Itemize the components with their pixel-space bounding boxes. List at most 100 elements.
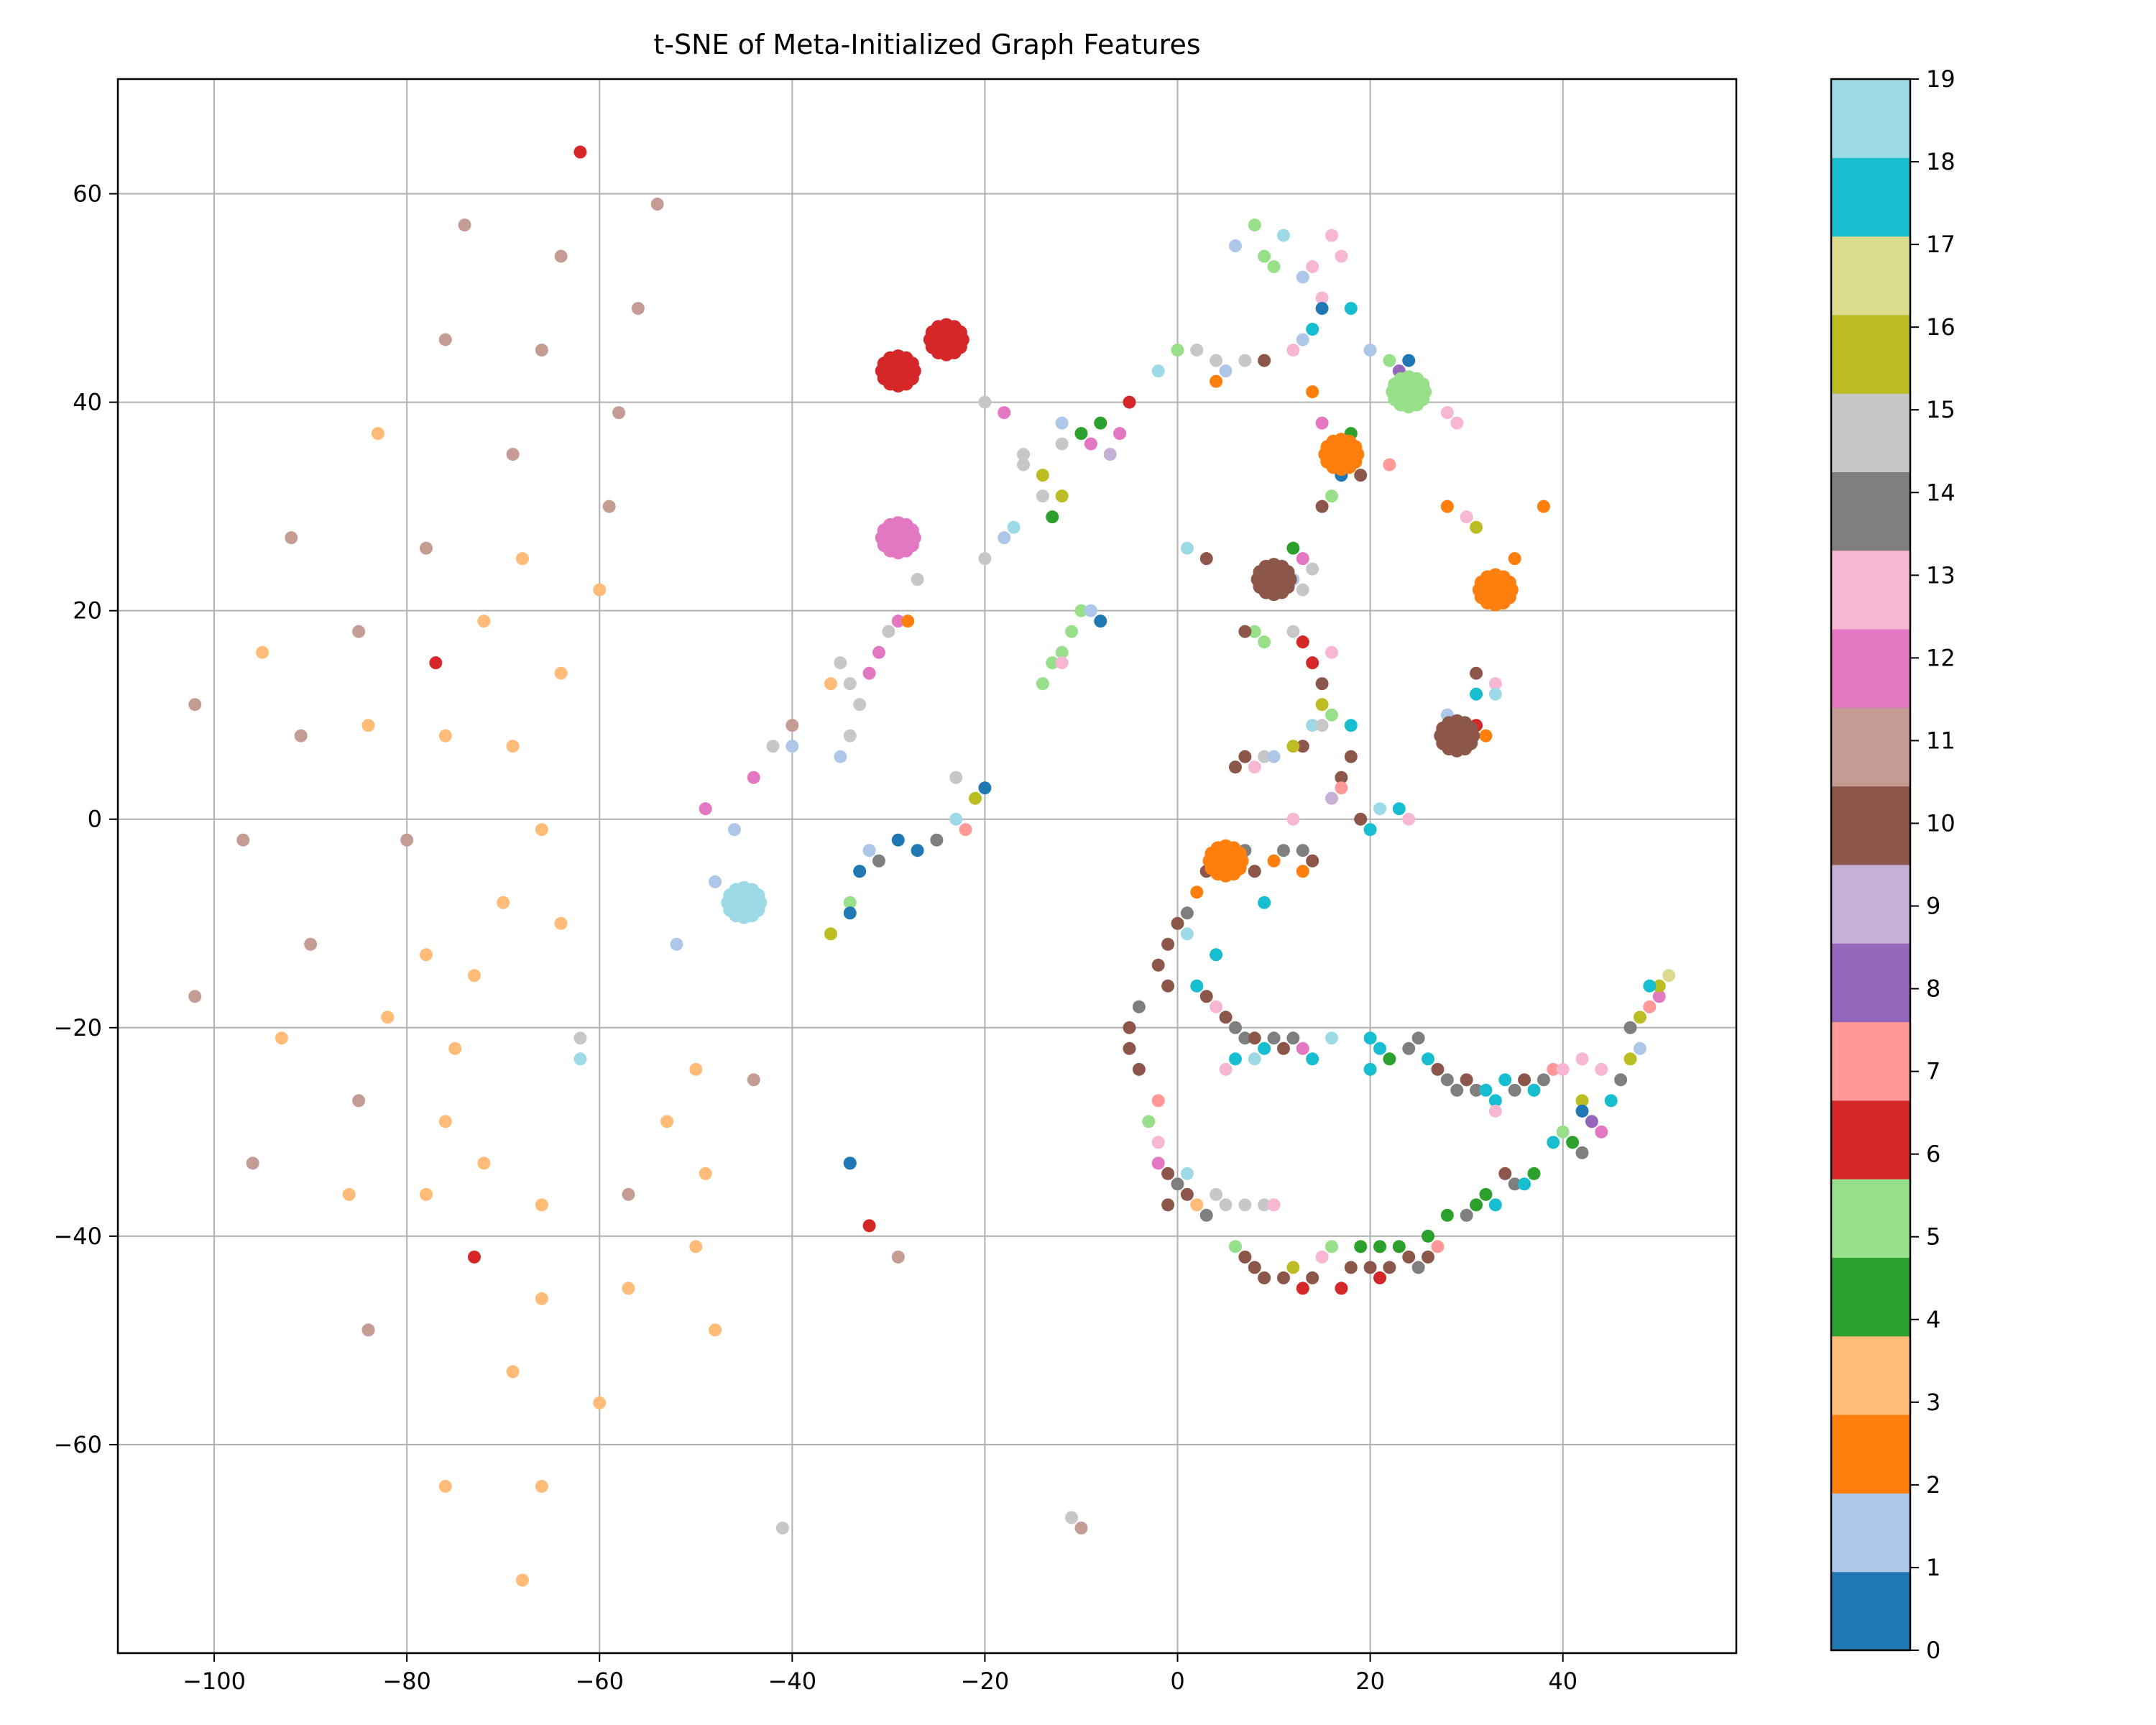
data-point [1479, 1187, 1493, 1201]
data-point [1604, 1094, 1618, 1108]
data-point [573, 1052, 587, 1066]
data-point [554, 666, 568, 680]
data-point [1383, 354, 1396, 367]
data-point [901, 615, 915, 628]
data-point [554, 249, 568, 263]
colorbar-segment [1831, 707, 1910, 787]
data-point [1373, 1041, 1387, 1055]
colorbar-segment [1831, 236, 1910, 316]
data-point [1335, 781, 1348, 795]
data-point [1344, 750, 1358, 763]
data-point [419, 948, 433, 962]
data-point [1238, 1250, 1252, 1264]
data-point [660, 1115, 674, 1128]
data-point [1276, 1271, 1290, 1284]
data-point [1190, 979, 1204, 993]
colorbar-tick-label: 8 [1926, 975, 1940, 1003]
cluster-blob [1434, 714, 1480, 758]
data-point [573, 1031, 587, 1045]
data-point [1017, 458, 1031, 472]
data-point [1219, 364, 1233, 378]
colorbar-tick-label: 16 [1926, 313, 1955, 341]
data-point [1036, 489, 1049, 503]
cluster-blob [1386, 370, 1432, 414]
data-point [1190, 886, 1204, 899]
data-point [1248, 760, 1261, 774]
colorbar-tick-label: 5 [1926, 1223, 1940, 1251]
data-point [1402, 1250, 1416, 1264]
data-point [1103, 448, 1117, 461]
data-point [1248, 218, 1261, 232]
data-point [1286, 1031, 1300, 1045]
data-point [497, 896, 510, 909]
data-point [949, 770, 963, 784]
data-point [1488, 1094, 1502, 1108]
data-point [1248, 1052, 1261, 1066]
data-point [1151, 1136, 1165, 1149]
y-axis-ticks: −60 −40 −20 0 20 40 60 [53, 180, 118, 1458]
data-point [1575, 1094, 1589, 1108]
data-point [1084, 604, 1097, 617]
data-point [429, 656, 443, 670]
data-point [1440, 406, 1454, 420]
data-point [1036, 469, 1049, 482]
data-point [1595, 1062, 1608, 1076]
data-point [1479, 729, 1493, 742]
data-point [775, 1521, 789, 1535]
data-point [1383, 458, 1396, 472]
data-point [1113, 427, 1127, 441]
data-point [699, 802, 712, 816]
data-point [535, 344, 548, 357]
data-point [1296, 865, 1309, 878]
data-point [1296, 844, 1309, 857]
data-point [824, 677, 837, 691]
y-tick-label: 0 [88, 806, 102, 833]
data-point [1470, 1198, 1483, 1212]
x-tick-label: −100 [183, 1668, 246, 1695]
data-point [862, 844, 876, 857]
colorbar-tick-label: 15 [1926, 396, 1955, 423]
data-point [1228, 1052, 1242, 1066]
colorbar-segment [1831, 1335, 1910, 1415]
data-point [1276, 844, 1290, 857]
data-point [1267, 750, 1281, 763]
data-point [1161, 1167, 1175, 1180]
data-point [1537, 1073, 1550, 1087]
data-point [709, 875, 722, 888]
colorbar-segment [1831, 393, 1910, 472]
data-point [1383, 1052, 1396, 1066]
data-point [843, 677, 857, 691]
data-point [477, 1156, 491, 1170]
data-point [1460, 1208, 1473, 1222]
data-point [1575, 1146, 1589, 1159]
data-point [1151, 958, 1165, 972]
data-point [535, 1198, 548, 1212]
data-point [1488, 1198, 1502, 1212]
data-point [1411, 1031, 1425, 1045]
colorbar-tick-label: 6 [1926, 1141, 1940, 1168]
data-point [1065, 625, 1079, 638]
colorbar-tick-label: 18 [1926, 148, 1955, 175]
data-point [294, 729, 308, 742]
colorbar-segment [1831, 550, 1910, 630]
data-point [747, 770, 760, 784]
data-point [1286, 740, 1300, 753]
data-point [1431, 1240, 1445, 1254]
x-tick-label: −60 [575, 1668, 624, 1695]
data-point [1470, 666, 1483, 680]
data-point [1228, 1021, 1242, 1034]
data-point [1046, 510, 1059, 524]
data-point [593, 583, 607, 597]
data-point [1547, 1062, 1560, 1076]
cluster-blob [1250, 558, 1297, 602]
data-point [1306, 656, 1319, 670]
data-point [1055, 489, 1069, 503]
colorbar-tick-label: 1 [1926, 1554, 1940, 1581]
data-point [342, 1187, 356, 1201]
data-point [275, 1031, 288, 1045]
data-point [1199, 552, 1213, 566]
data-point [1422, 1229, 1435, 1243]
data-point [1123, 1021, 1136, 1034]
data-point [1296, 740, 1309, 753]
data-point [438, 1115, 452, 1128]
